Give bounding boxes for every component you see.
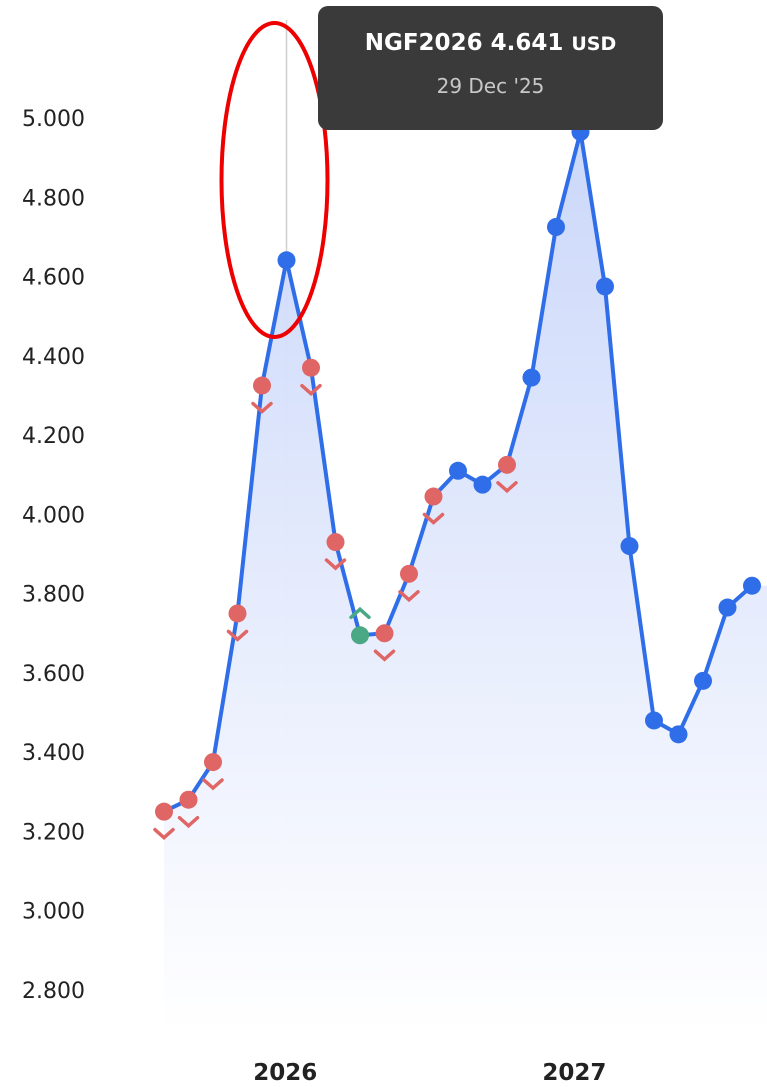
y-tick-label: 3.200	[22, 820, 85, 845]
sell-signal-chevron	[496, 481, 518, 494]
y-tick-label: 3.800	[22, 583, 85, 608]
data-point[interactable]	[547, 218, 565, 236]
data-point[interactable]	[498, 455, 516, 474]
sell-signal-chevron	[422, 512, 445, 525]
x-axis: 2026 2027	[253, 1060, 606, 1086]
data-point[interactable]	[718, 598, 737, 617]
y-tick-label: 4.800	[22, 186, 85, 211]
tooltip-symbol: NGF2026	[364, 30, 483, 56]
x-tick-label: 2027	[542, 1060, 606, 1086]
y-tick-label: 5.000	[22, 107, 85, 132]
data-point[interactable]	[351, 626, 369, 645]
sell-signal-chevron	[226, 629, 249, 642]
sell-signal-chevron	[398, 590, 420, 603]
sell-signal-chevron	[177, 815, 200, 829]
data-point[interactable]	[228, 604, 247, 623]
y-tick-label: 3.400	[22, 741, 85, 766]
sell-signal-chevron	[324, 558, 347, 571]
sell-signal-chevron	[373, 649, 396, 662]
y-tick-label: 4.600	[22, 266, 85, 291]
data-point[interactable]	[620, 537, 639, 556]
data-point[interactable]	[375, 624, 394, 643]
data-point[interactable]	[449, 461, 467, 480]
y-tick-label: 2.800	[22, 979, 85, 1004]
data-point[interactable]	[743, 576, 761, 595]
data-point[interactable]	[155, 802, 173, 821]
sell-signal-chevron	[202, 778, 224, 791]
data-point[interactable]	[596, 277, 614, 296]
data-point[interactable]	[179, 790, 198, 809]
tooltip-title: NGF2026 4.641 USD	[318, 30, 663, 56]
data-point[interactable]	[522, 368, 541, 387]
highlighted-data-point[interactable]	[277, 251, 296, 270]
x-tick-label: 2026	[253, 1060, 317, 1086]
data-point[interactable]	[253, 376, 271, 395]
sell-signal-chevron	[300, 383, 322, 397]
data-point[interactable]	[424, 487, 443, 506]
data-point[interactable]	[645, 711, 663, 730]
data-point[interactable]	[204, 753, 222, 772]
sell-signal-chevron	[251, 401, 273, 414]
data-point[interactable]	[473, 475, 492, 494]
data-point[interactable]	[326, 533, 345, 552]
y-axis: 5.000 4.800 4.600 4.400 4.200 4.000 3.800 3.600…	[22, 107, 85, 1004]
data-point[interactable]	[669, 725, 688, 744]
y-tick-label: 4.200	[22, 424, 85, 449]
y-tick-label: 4.400	[22, 345, 85, 370]
data-point[interactable]	[400, 564, 418, 583]
sell-signal-chevron	[153, 827, 175, 840]
highlight-annotation-ellipse	[219, 21, 330, 339]
data-point[interactable]	[302, 358, 320, 377]
buy-signal-chevron	[349, 606, 371, 620]
tooltip-value: 4.641	[490, 30, 564, 56]
tooltip: NGF2026 4.641 USD 29 Dec '25	[318, 6, 663, 130]
y-tick-label: 4.000	[22, 503, 85, 528]
signal-markers	[153, 383, 518, 840]
tooltip-unit: USD	[571, 33, 617, 55]
series-area-fill	[164, 131, 767, 1032]
y-tick-label: 3.000	[22, 900, 85, 925]
tooltip-date: 29 Dec '25	[436, 74, 545, 98]
data-points[interactable]	[155, 122, 761, 821]
y-tick-label: 3.600	[22, 662, 85, 687]
data-point[interactable]	[694, 671, 712, 690]
